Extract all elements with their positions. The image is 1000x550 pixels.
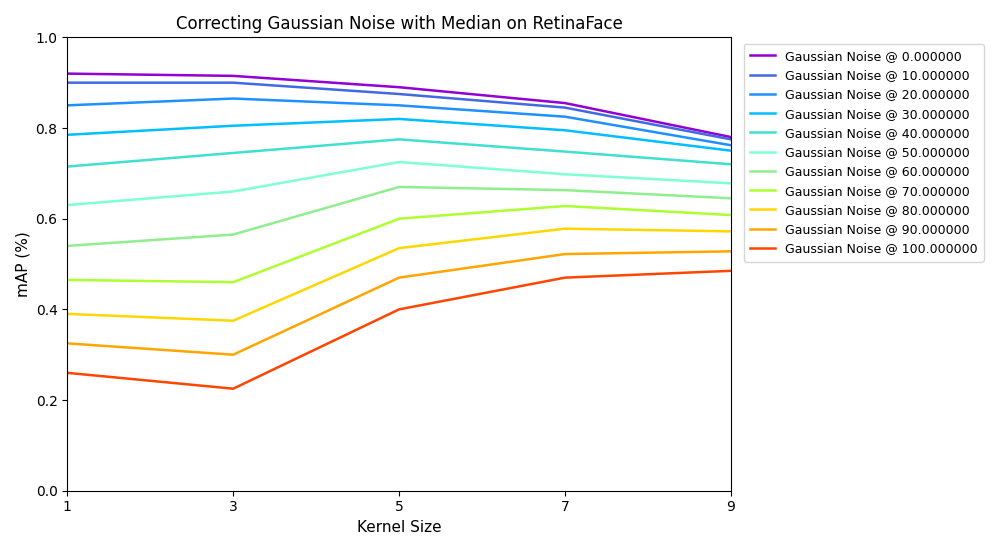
Gaussian Noise @ 50.000000 bbox=[227, 188, 239, 195]
Gaussian Noise @ 80.000000 bbox=[227, 317, 239, 324]
Gaussian Noise @ 70.000000 bbox=[227, 279, 239, 285]
Line: Gaussian Noise @ 30.000000: Gaussian Noise @ 30.000000 bbox=[67, 119, 731, 151]
Gaussian Noise @ 90.000000 bbox=[559, 251, 571, 257]
Gaussian Noise @ 0.000000 bbox=[61, 70, 73, 77]
Gaussian Noise @ 80.000000 bbox=[725, 228, 737, 235]
Gaussian Noise @ 40.000000 bbox=[559, 148, 571, 155]
Gaussian Noise @ 40.000000 bbox=[61, 163, 73, 170]
Line: Gaussian Noise @ 70.000000: Gaussian Noise @ 70.000000 bbox=[67, 206, 731, 282]
X-axis label: Kernel Size: Kernel Size bbox=[357, 520, 441, 535]
Gaussian Noise @ 70.000000 bbox=[559, 203, 571, 210]
Gaussian Noise @ 20.000000 bbox=[725, 142, 737, 148]
Gaussian Noise @ 80.000000 bbox=[559, 226, 571, 232]
Gaussian Noise @ 70.000000 bbox=[61, 277, 73, 283]
Gaussian Noise @ 100.000000 bbox=[725, 267, 737, 274]
Line: Gaussian Noise @ 40.000000: Gaussian Noise @ 40.000000 bbox=[67, 139, 731, 167]
Gaussian Noise @ 20.000000 bbox=[227, 95, 239, 102]
Gaussian Noise @ 100.000000 bbox=[61, 370, 73, 376]
Gaussian Noise @ 0.000000 bbox=[227, 73, 239, 79]
Gaussian Noise @ 60.000000 bbox=[559, 187, 571, 194]
Line: Gaussian Noise @ 10.000000: Gaussian Noise @ 10.000000 bbox=[67, 82, 731, 139]
Gaussian Noise @ 80.000000 bbox=[61, 311, 73, 317]
Gaussian Noise @ 0.000000 bbox=[725, 134, 737, 140]
Gaussian Noise @ 70.000000 bbox=[725, 212, 737, 218]
Gaussian Noise @ 90.000000 bbox=[227, 351, 239, 358]
Gaussian Noise @ 50.000000 bbox=[725, 180, 737, 186]
Gaussian Noise @ 50.000000 bbox=[61, 202, 73, 208]
Gaussian Noise @ 80.000000 bbox=[393, 245, 405, 251]
Gaussian Noise @ 0.000000 bbox=[393, 84, 405, 91]
Line: Gaussian Noise @ 80.000000: Gaussian Noise @ 80.000000 bbox=[67, 229, 731, 321]
Title: Correcting Gaussian Noise with Median on RetinaFace: Correcting Gaussian Noise with Median on… bbox=[176, 15, 623, 33]
Gaussian Noise @ 10.000000 bbox=[559, 104, 571, 111]
Gaussian Noise @ 40.000000 bbox=[227, 150, 239, 156]
Gaussian Noise @ 30.000000 bbox=[725, 147, 737, 154]
Gaussian Noise @ 10.000000 bbox=[393, 91, 405, 97]
Gaussian Noise @ 10.000000 bbox=[61, 79, 73, 86]
Gaussian Noise @ 60.000000 bbox=[61, 243, 73, 249]
Y-axis label: mAP (%): mAP (%) bbox=[15, 231, 30, 297]
Gaussian Noise @ 20.000000 bbox=[61, 102, 73, 109]
Gaussian Noise @ 10.000000 bbox=[725, 136, 737, 142]
Line: Gaussian Noise @ 50.000000: Gaussian Noise @ 50.000000 bbox=[67, 162, 731, 205]
Gaussian Noise @ 50.000000 bbox=[393, 159, 405, 166]
Gaussian Noise @ 90.000000 bbox=[725, 248, 737, 255]
Gaussian Noise @ 30.000000 bbox=[61, 131, 73, 138]
Gaussian Noise @ 30.000000 bbox=[559, 127, 571, 134]
Gaussian Noise @ 30.000000 bbox=[227, 123, 239, 129]
Gaussian Noise @ 60.000000 bbox=[227, 231, 239, 238]
Gaussian Noise @ 60.000000 bbox=[393, 184, 405, 190]
Gaussian Noise @ 70.000000 bbox=[393, 216, 405, 222]
Line: Gaussian Noise @ 90.000000: Gaussian Noise @ 90.000000 bbox=[67, 251, 731, 355]
Line: Gaussian Noise @ 20.000000: Gaussian Noise @ 20.000000 bbox=[67, 98, 731, 145]
Gaussian Noise @ 100.000000 bbox=[559, 274, 571, 281]
Gaussian Noise @ 20.000000 bbox=[393, 102, 405, 109]
Gaussian Noise @ 40.000000 bbox=[725, 161, 737, 168]
Gaussian Noise @ 90.000000 bbox=[393, 274, 405, 281]
Gaussian Noise @ 90.000000 bbox=[61, 340, 73, 346]
Gaussian Noise @ 40.000000 bbox=[393, 136, 405, 142]
Gaussian Noise @ 10.000000 bbox=[227, 79, 239, 86]
Gaussian Noise @ 60.000000 bbox=[725, 195, 737, 202]
Gaussian Noise @ 30.000000 bbox=[393, 116, 405, 122]
Gaussian Noise @ 20.000000 bbox=[559, 113, 571, 120]
Gaussian Noise @ 0.000000 bbox=[559, 100, 571, 106]
Line: Gaussian Noise @ 0.000000: Gaussian Noise @ 0.000000 bbox=[67, 74, 731, 137]
Gaussian Noise @ 100.000000 bbox=[393, 306, 405, 312]
Legend: Gaussian Noise @ 0.000000, Gaussian Noise @ 10.000000, Gaussian Noise @ 20.00000: Gaussian Noise @ 0.000000, Gaussian Nois… bbox=[744, 43, 984, 262]
Gaussian Noise @ 100.000000 bbox=[227, 386, 239, 392]
Line: Gaussian Noise @ 60.000000: Gaussian Noise @ 60.000000 bbox=[67, 187, 731, 246]
Gaussian Noise @ 50.000000 bbox=[559, 171, 571, 178]
Line: Gaussian Noise @ 100.000000: Gaussian Noise @ 100.000000 bbox=[67, 271, 731, 389]
